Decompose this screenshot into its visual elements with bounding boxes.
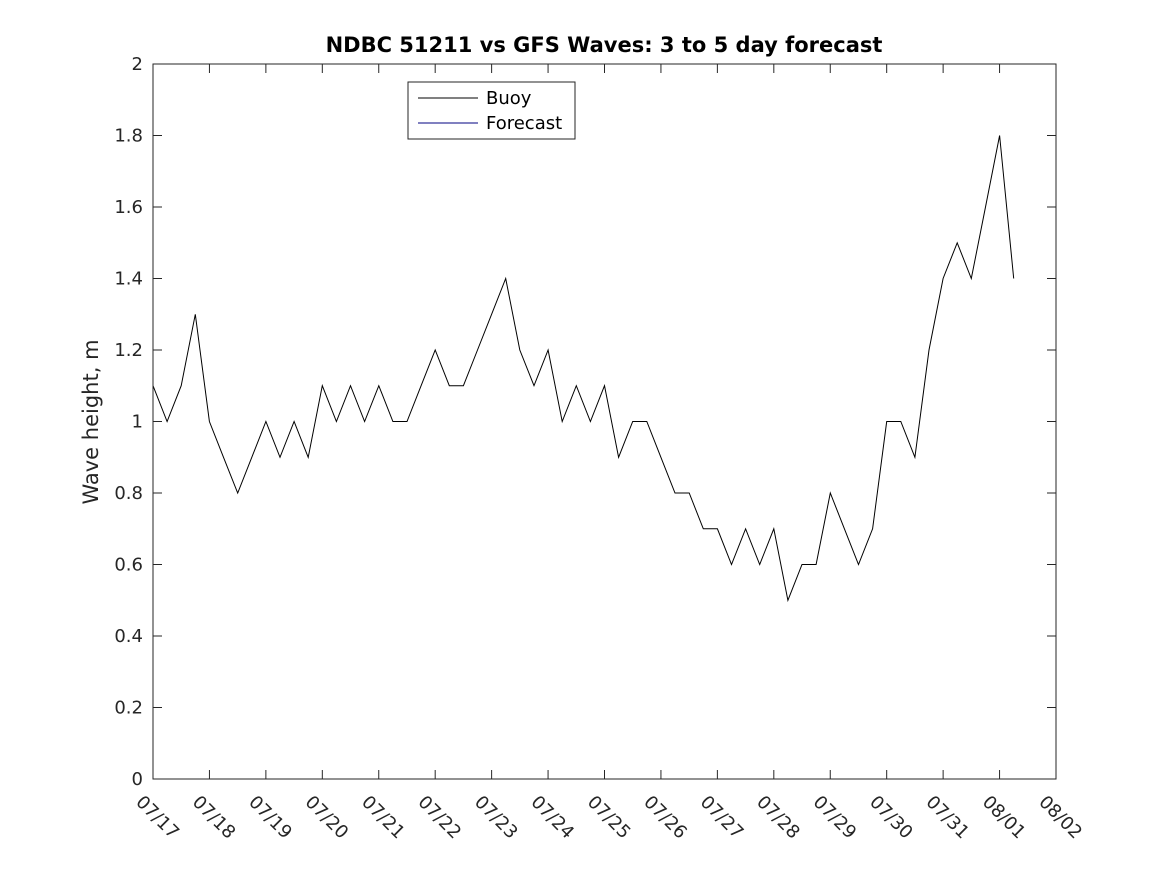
legend-label-forecast: Forecast	[486, 113, 562, 134]
y-tick-label: 0.2	[114, 698, 143, 719]
y-tick-label: 2	[132, 54, 143, 75]
series-line-buoy	[152, 135, 1015, 603]
legend-label-buoy: Buoy	[486, 88, 532, 109]
y-tick-label: 0	[132, 769, 143, 790]
y-tick-label: 1.6	[114, 197, 143, 218]
y-tick-label: 0.8	[114, 483, 143, 504]
y-tick-label: 1.2	[114, 340, 143, 361]
legend: Buoy Forecast	[407, 81, 576, 140]
chart-title: NDBC 51211 vs GFS Waves: 3 to 5 day fore…	[326, 33, 883, 57]
plot-area	[152, 135, 1015, 603]
y-tick-label: 1.4	[114, 269, 143, 290]
y-tick-label: 0.6	[114, 555, 143, 576]
legend-box	[407, 81, 576, 140]
y-axis-label: Wave height, m	[79, 339, 103, 504]
y-tick-label: 1	[132, 412, 143, 433]
y-tick-label: 0.4	[114, 626, 143, 647]
y-tick-label: 1.8	[114, 126, 143, 147]
